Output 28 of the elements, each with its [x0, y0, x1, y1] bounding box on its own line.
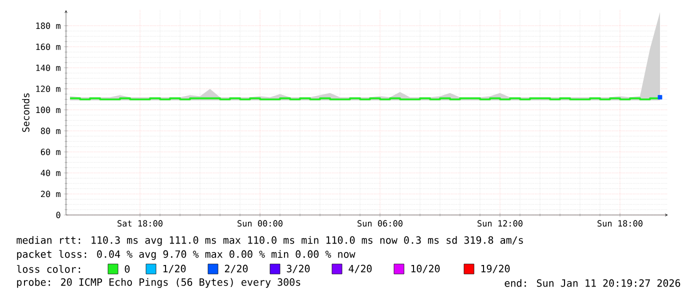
y-tick-label: 100 m — [36, 106, 60, 114]
legend-label: 1/20 — [163, 264, 186, 274]
legend-label: 10/20 — [411, 264, 440, 274]
y-tick-label: 140 m — [36, 64, 60, 72]
x-tick-label: Sun 06:00 — [358, 220, 402, 227]
x-tick-label: Sun 00:00 — [238, 220, 282, 227]
text: probe: 20 ICMP Echo Pings (56 Bytes) every 300s — [17, 278, 300, 288]
legend-label: 2/20 — [224, 264, 248, 274]
legend-label: 3/20 — [286, 264, 310, 274]
text: median rtt: 110.3 ms avg 111.0 ms max 110.0 ms min 110.0 ms now 0.3 ms sd 319.8 am/s — [16, 236, 523, 246]
text: packet loss: 0.04 % avg 9.70 % max 0.00 % min 0.00 % now — [17, 250, 356, 260]
y-tick-label: 180 m — [36, 22, 60, 29]
x-tick-label: Sun 12:00 — [478, 220, 522, 227]
legend-label: 19/20 — [481, 264, 510, 274]
y-tick-label: 40 m — [40, 170, 60, 176]
x-tick-label: Sun 18:00 — [598, 220, 642, 227]
y-tick-label: 20 m — [41, 190, 60, 198]
y-tick-label: 60 m — [40, 148, 60, 156]
y-tick-label: 0 — [56, 212, 60, 218]
x-tick-label: Sat 18:00 — [118, 220, 162, 227]
legend-label: 0 — [124, 265, 130, 273]
y-tick-label: 120 m — [36, 86, 60, 92]
legend-label: 4/20 — [348, 264, 372, 274]
legend-title: loss color: — [17, 265, 80, 273]
y-tick-label: 160 m — [36, 44, 60, 50]
text: end: Sun Jan 11 20:19:27 2026 — [504, 279, 680, 287]
y-tick-label: 80 m — [40, 128, 60, 134]
y-axis-title: Seconds — [22, 93, 30, 132]
